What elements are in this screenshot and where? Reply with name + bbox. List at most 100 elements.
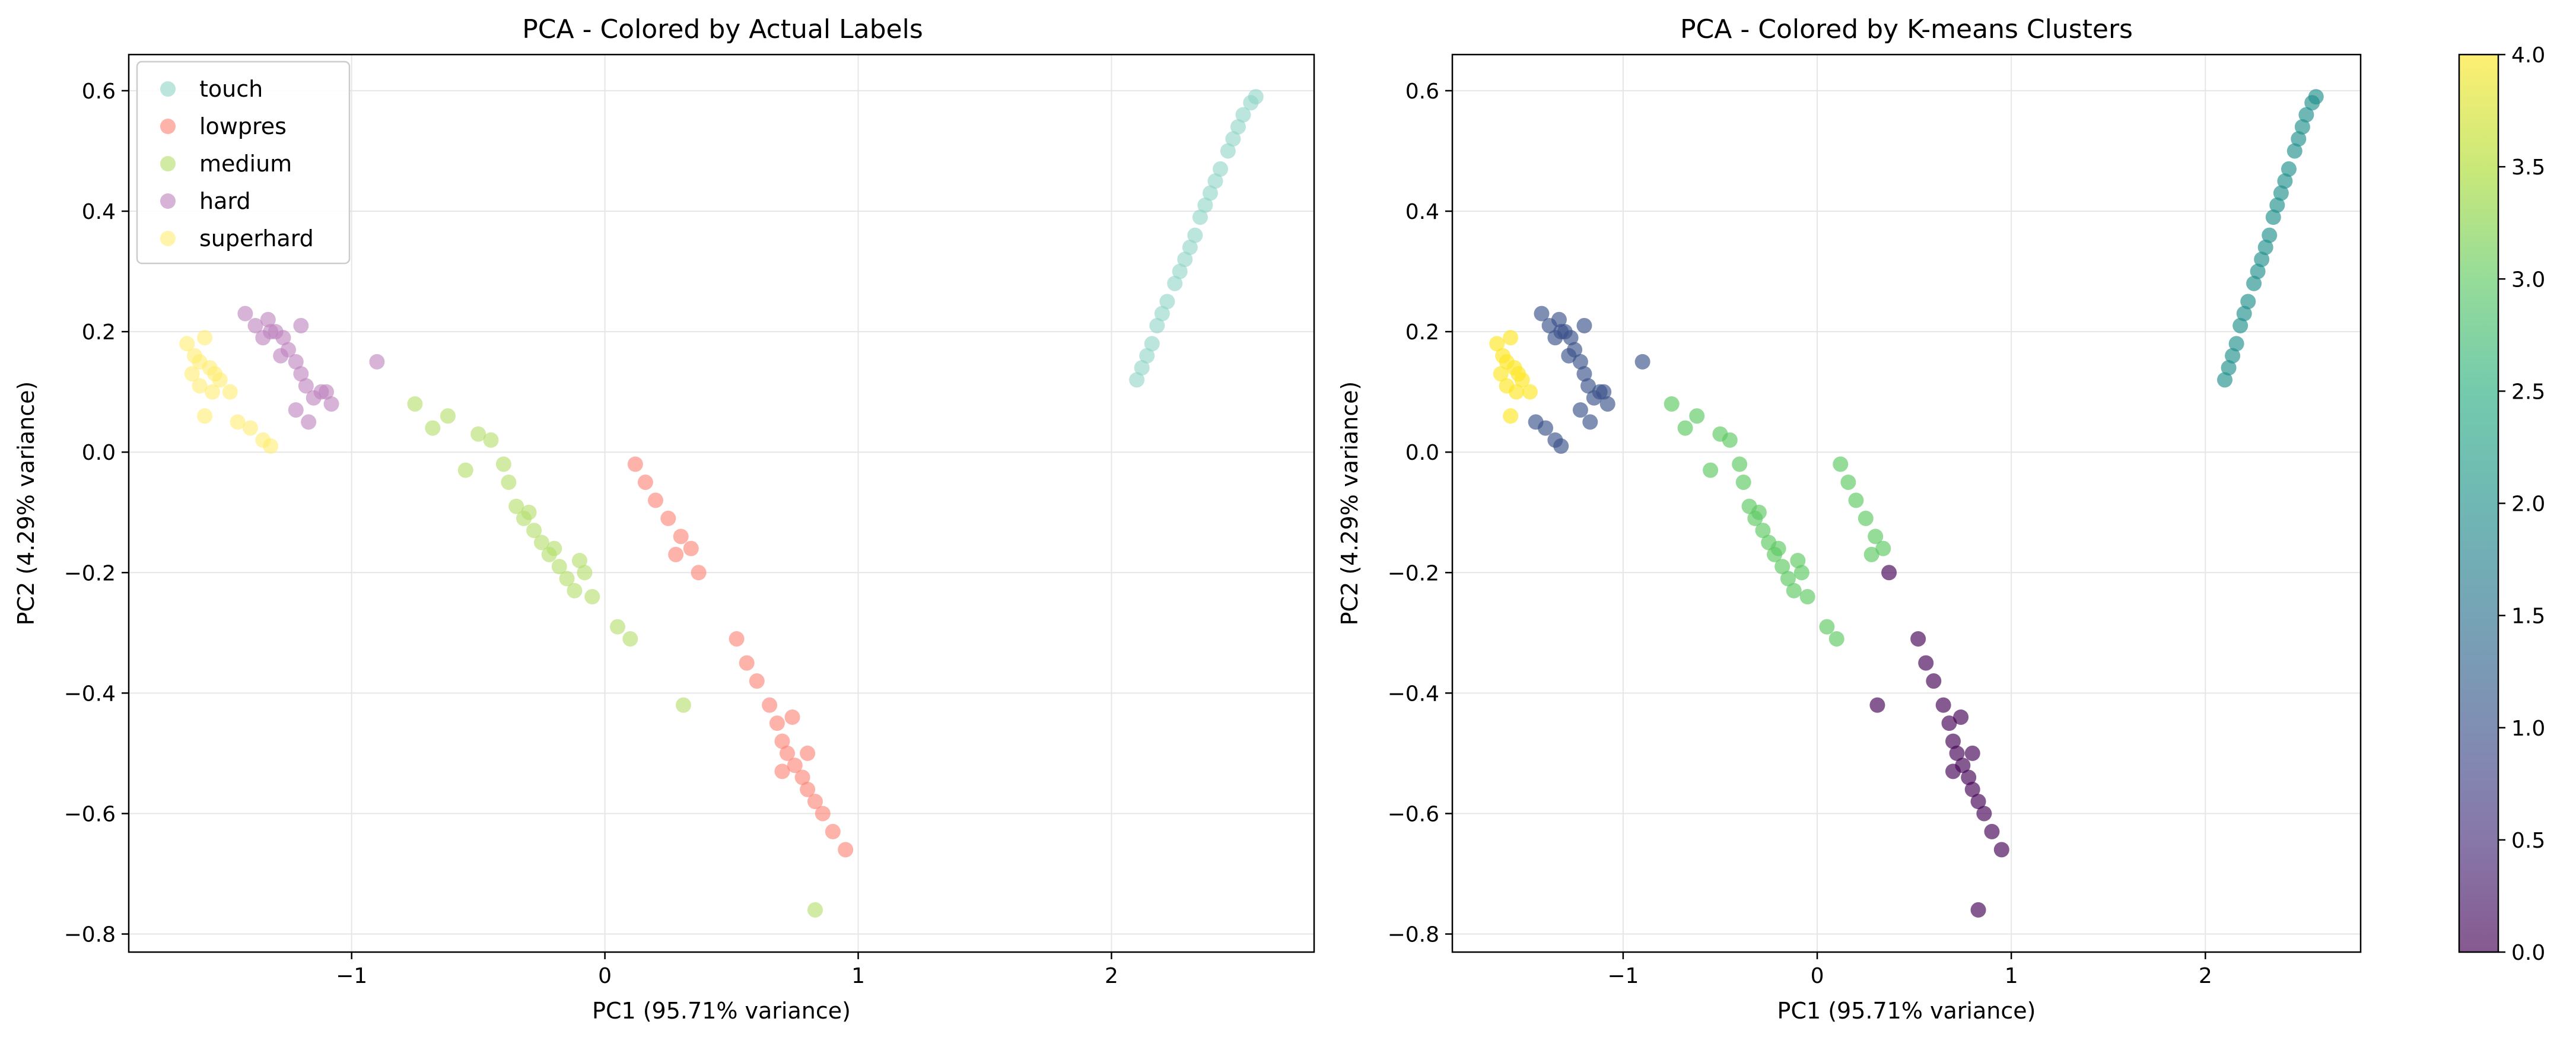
chart-left-point [237,305,253,322]
chart-left-y-tick-label: −0.2 [64,561,116,585]
chart-left-point [212,372,228,388]
colorbar-tick-label: 2.0 [2511,492,2545,517]
chart-left-legend: touch lowpres medium hard superhard [136,61,351,265]
colorbar-tick-label: 4.0 [2511,43,2545,68]
chart-left-points [179,89,1264,918]
chart-left-point [668,546,684,562]
chart-left-point [425,420,441,436]
chart-left-point [275,330,291,346]
chart-right-y-tick-label: 0.2 [1405,320,1439,345]
chart-right-title: PCA - Colored by K-means Clusters [1680,14,2133,44]
chart-left-point [551,559,567,575]
chart-left-point [800,745,816,761]
chart-left-point [1172,263,1188,279]
chart-right-point [2240,294,2256,310]
chart-right-x-tick-label: 2 [2199,964,2212,988]
chart-right-point [1553,324,1569,340]
chart-left-point [521,504,537,520]
chart-left-point [769,715,785,731]
chart-left-point [1248,89,1264,105]
chart-right-point [1840,474,1856,490]
chart-right-point [1732,456,1748,472]
chart-right-y-ticks: −0.8 −0.6 −0.4 −0.2 0.0 0.2 0.4 0.6 [1388,79,1452,947]
chart-right-point [1634,354,1650,370]
chart-left-point [800,781,816,797]
chart-left-point [457,462,473,478]
chart-left-y-tick-label: 0.0 [82,441,116,465]
chart-right-point [1551,311,1567,327]
chart-left-y-tick-label: 0.2 [82,320,116,345]
chart-right-point [1722,432,1738,448]
chart-left-point [749,673,765,689]
chart-left-y-axis-label: PC2 (4.29% variance) [13,381,39,626]
colorbar-tick-label: 1.0 [2511,717,2545,741]
chart-right-point [1493,366,1509,382]
chart-left-point [673,529,689,545]
chart-right-point [1970,902,1986,918]
chart-right-point [1970,794,1986,810]
chart-left-x-tick-label: 2 [1105,964,1118,988]
chart-right-x-tick-label: 1 [2005,964,2018,988]
chart-right-point [1945,733,1961,749]
chart-left-point [508,498,524,514]
chart-right-x-tick-label: −1 [1607,964,1639,988]
chart-right-point [2254,252,2270,268]
chart-right-point [1503,408,1519,424]
legend-marker-medium [160,156,176,171]
chart-left-point [675,697,691,713]
chart-left-point [739,655,755,671]
chart-right-point [1828,631,1844,647]
chart-right-point [1572,402,1588,418]
chart-left-point [609,619,625,635]
chart-right-point [1786,583,1802,599]
chart-left-point [197,408,213,424]
chart-right-point [1993,842,2009,858]
chart-right-point [1945,763,1961,779]
chart-left-point [260,311,276,327]
chart-left-point [288,354,304,370]
chart-left-point [683,540,699,556]
chart-right-point [1976,806,1992,822]
chart-left-point [407,396,423,412]
chart-right: PCA - Colored by K-means Clusters −1 0 1 2 … [1337,14,2362,1024]
chart-left-point [319,384,334,400]
chart-right-point [1819,619,1835,635]
chart-left-point [204,384,220,400]
colorbar-tick-label: 3.5 [2511,155,2545,180]
chart-left-legend-box [136,61,351,265]
chart-left-point [577,565,593,581]
chart-left-point [1225,131,1241,147]
chart-left-point [526,523,542,539]
chart-left-point [774,733,790,749]
chart-right-point [2262,227,2278,243]
chart-left-point [774,763,790,779]
chart-right-y-tick-label: 0.4 [1405,200,1439,224]
chart-left-point [762,697,778,713]
legend-label-touch: touch [199,76,263,102]
chart-right-point [1780,571,1796,587]
chart-left-point [559,571,575,587]
chart-right-point [1599,396,1615,412]
chart-left-point [179,336,195,352]
chart-left-point [567,583,583,599]
chart-left-point [495,456,511,472]
chart-right-point [1751,504,1767,520]
chart-right-point [1677,420,1693,436]
chart-right-point [1499,378,1515,394]
chart-right-point [2286,143,2303,159]
chart-right-point [2257,239,2273,255]
chart-right-y-tick-label: 0.6 [1405,79,1439,104]
chart-left-point [637,474,653,490]
chart-left-point [273,348,289,364]
chart-right-point [1964,745,1980,761]
chart-right-point [1918,655,1934,671]
chart-right-y-tick-label: −0.6 [1388,802,1439,826]
chart-right-point [1489,336,1505,352]
chart-right-point [2265,209,2281,225]
chart-right-point [1553,438,1569,454]
legend-marker-lowpres [160,119,176,134]
chart-right-point [1503,330,1519,346]
chart-right-y-tick-label: −0.4 [1388,682,1439,706]
chart-right-point [1833,456,1849,472]
chart-left-point [1149,317,1165,333]
